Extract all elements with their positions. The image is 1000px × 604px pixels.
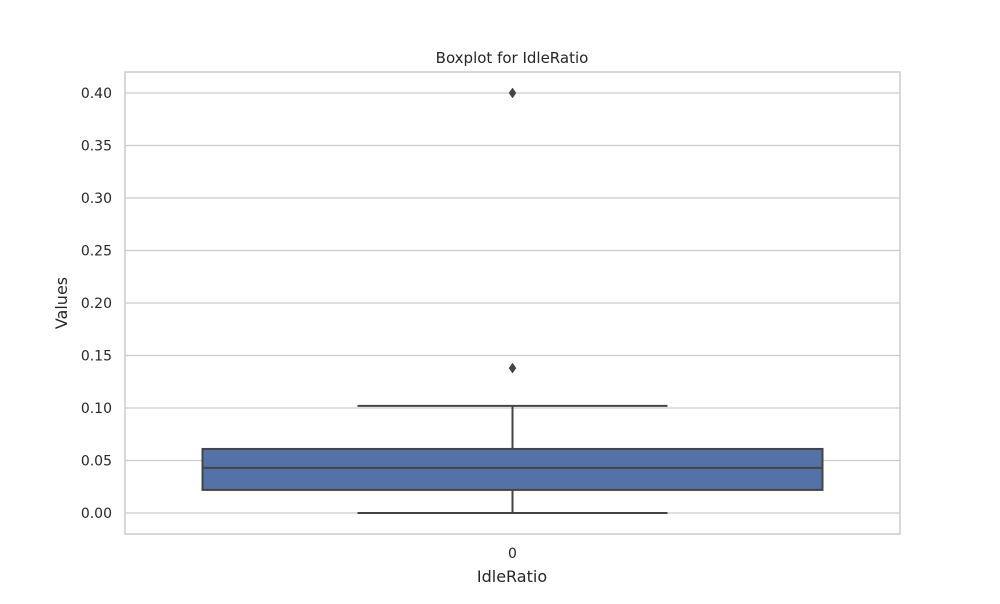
y-tick-label: 0.20: [81, 296, 112, 312]
outlier-point: [508, 362, 517, 374]
y-axis-label: Values: [52, 277, 71, 329]
y-tick-labels: 0.00 0.05 0.10 0.15 0.20 0.25 0.30 0.35 0.40: [81, 86, 112, 522]
plot-frame: [124, 71, 901, 535]
x-tick-label: 0: [508, 546, 517, 562]
y-tick-label: 0.15: [81, 349, 112, 365]
y-tick-label: 0.40: [81, 86, 112, 102]
y-tick-label: 0.10: [81, 401, 112, 417]
y-tick-label: 0.25: [81, 244, 112, 260]
outlier-point: [508, 87, 517, 99]
y-tick-label: 0.35: [81, 139, 112, 155]
iqr-box: [201, 447, 824, 491]
box-layer: [201, 404, 824, 514]
y-tick-label: 0.30: [81, 191, 112, 207]
chart-title: Boxplot for IdleRatio: [436, 49, 589, 67]
x-axis-label: IdleRatio: [477, 567, 547, 586]
outlier-layer: [508, 87, 517, 374]
y-tick-label: 0.05: [81, 454, 112, 470]
y-tick-label: 0.00: [81, 506, 112, 522]
x-tick-labels: 0: [508, 546, 517, 562]
